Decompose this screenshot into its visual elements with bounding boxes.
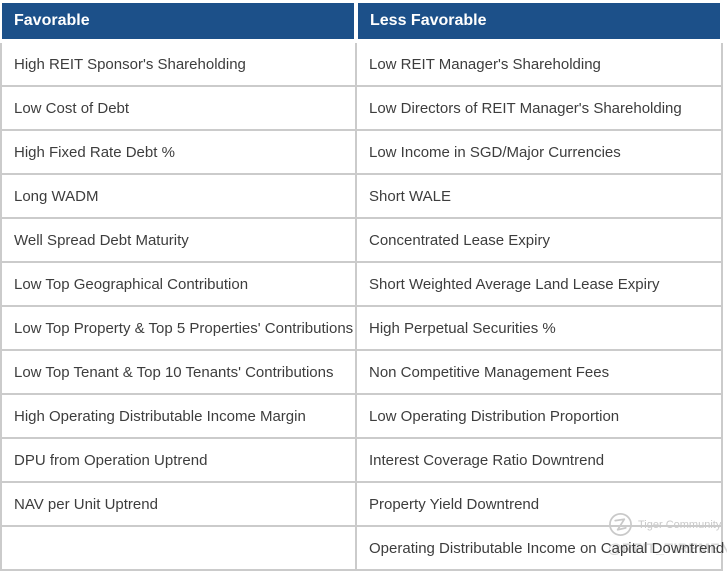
table-row: Low Top Geographical Contribution Short … — [0, 261, 723, 307]
column-header-favorable: Favorable — [0, 0, 358, 43]
cell-favorable: Low Cost of Debt — [0, 85, 357, 131]
cell-favorable: Long WADM — [0, 173, 357, 219]
cell-less-favorable: Property Yield Downtrend — [355, 481, 723, 527]
cell-less-favorable: Low Income in SGD/Major Currencies — [355, 129, 723, 175]
cell-favorable: High REIT Sponsor's Shareholding — [0, 40, 357, 87]
table-row: Low Top Property & Top 5 Properties' Con… — [0, 305, 723, 351]
cell-less-favorable: Concentrated Lease Expiry — [355, 217, 723, 263]
cell-favorable: Low Top Tenant & Top 10 Tenants' Contrib… — [0, 349, 357, 395]
cell-favorable: DPU from Operation Uptrend — [0, 437, 357, 483]
table-row: Low Top Tenant & Top 10 Tenants' Contrib… — [0, 349, 723, 395]
cell-less-favorable: Short WALE — [355, 173, 723, 219]
cell-favorable: NAV per Unit Uptrend — [0, 481, 357, 527]
cell-less-favorable: Low REIT Manager's Shareholding — [355, 40, 723, 87]
table-row: Operating Distributable Income on Capita… — [0, 525, 724, 571]
column-header-less-favorable: Less Favorable — [355, 0, 724, 43]
cell-less-favorable: Operating Distributable Income on Capita… — [355, 525, 724, 571]
table-row: DPU from Operation Uptrend Interest Cove… — [0, 437, 723, 483]
cell-less-favorable: Low Directors of REIT Manager's Sharehol… — [355, 85, 723, 131]
table-header-row: Favorable Less Favorable — [0, 0, 724, 43]
cell-less-favorable: High Perpetual Securities % — [355, 305, 723, 351]
table-row: Long WADM Short WALE — [0, 173, 723, 219]
cell-favorable: Low Top Property & Top 5 Properties' Con… — [0, 305, 357, 351]
cell-favorable: Well Spread Debt Maturity — [0, 217, 357, 263]
cell-favorable: Low Top Geographical Contribution — [0, 261, 357, 307]
cell-less-favorable: Interest Coverage Ratio Downtrend — [355, 437, 723, 483]
cell-favorable — [0, 525, 357, 571]
table-row: Well Spread Debt Maturity Concentrated L… — [0, 217, 723, 263]
table-row: High Operating Distributable Income Marg… — [0, 393, 723, 439]
table-row: High Fixed Rate Debt % Low Income in SGD… — [0, 129, 723, 175]
table-row: NAV per Unit Uptrend Property Yield Down… — [0, 481, 723, 527]
cell-favorable: High Fixed Rate Debt % — [0, 129, 357, 175]
cell-favorable: High Operating Distributable Income Marg… — [0, 393, 357, 439]
cell-less-favorable: Non Competitive Management Fees — [355, 349, 723, 395]
table-row: High REIT Sponsor's Shareholding Low REI… — [0, 40, 723, 87]
table-row: Low Cost of Debt Low Directors of REIT M… — [0, 85, 723, 131]
cell-less-favorable: Low Operating Distribution Proportion — [355, 393, 723, 439]
cell-less-favorable: Short Weighted Average Land Lease Expiry — [355, 261, 723, 307]
